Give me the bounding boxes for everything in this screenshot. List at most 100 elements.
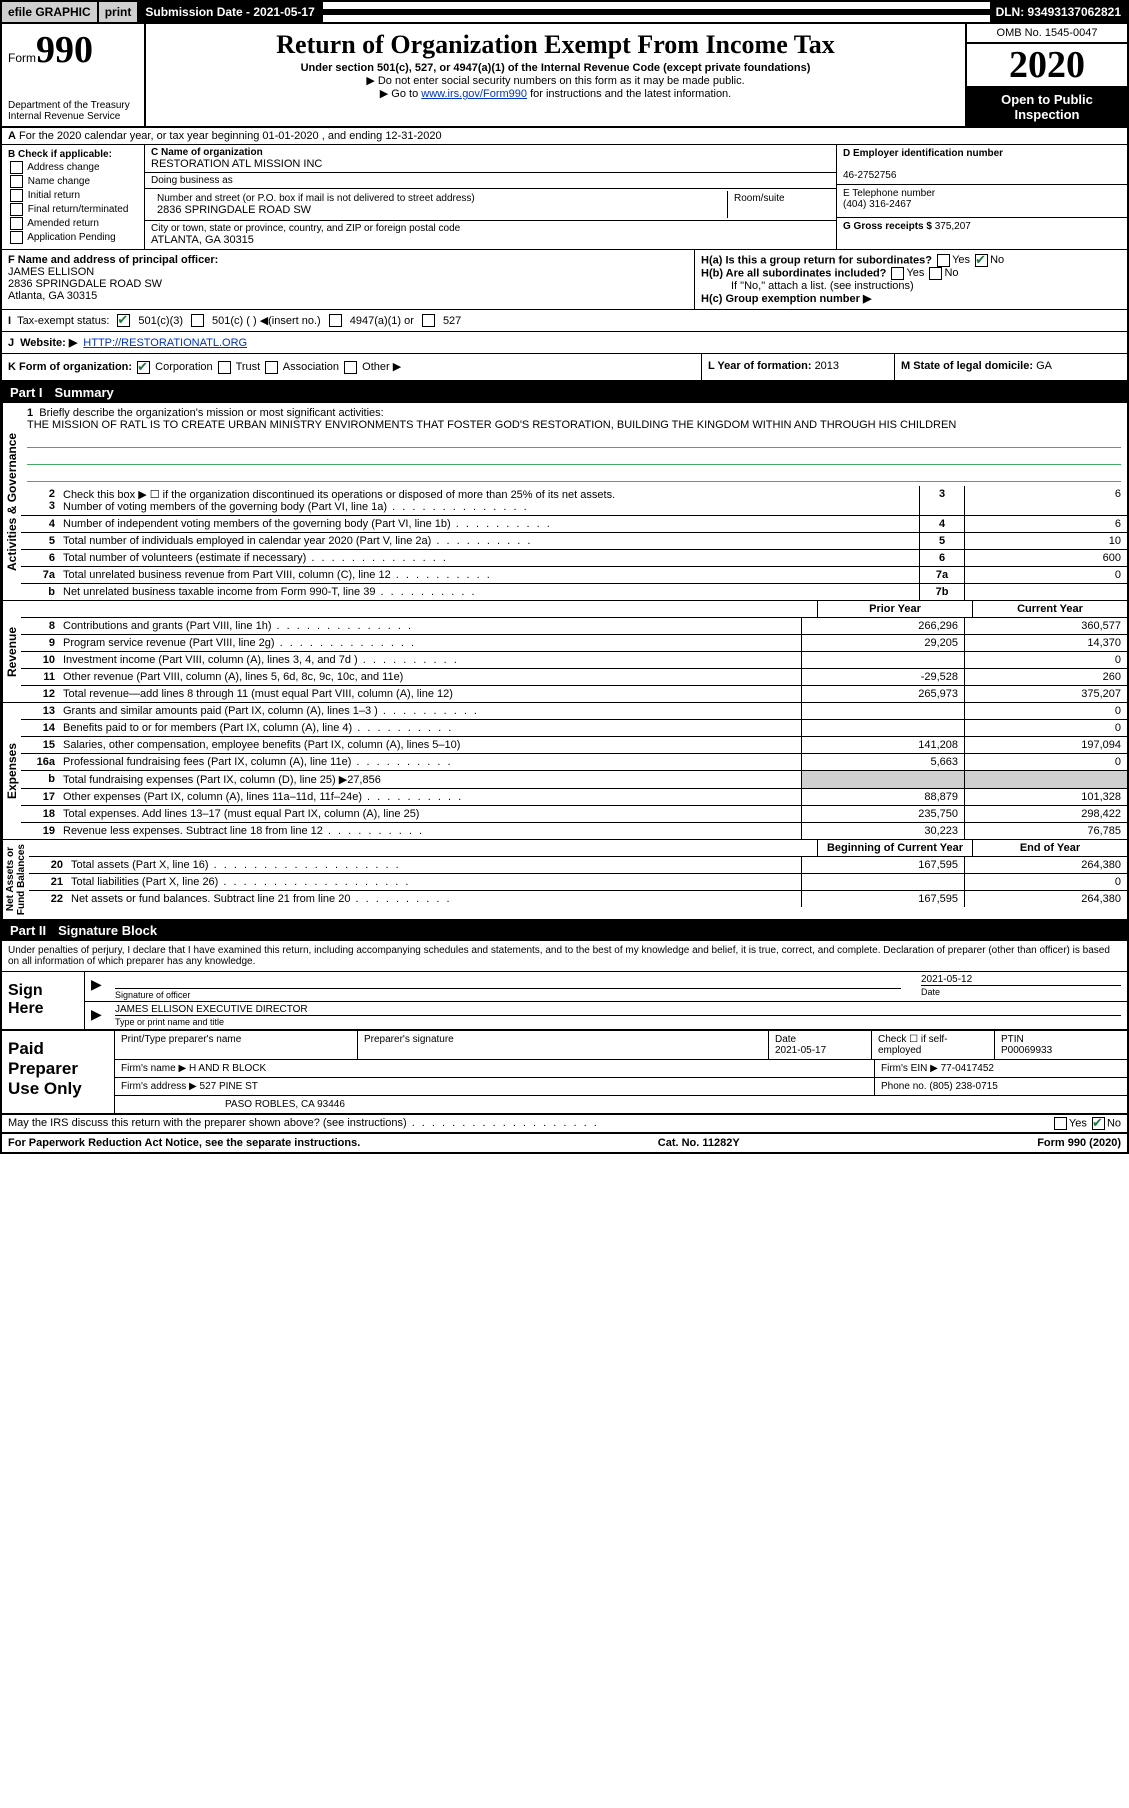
part1-title: Summary [55, 385, 114, 400]
form-number: Form990 [8, 28, 138, 72]
l13-cy: 0 [964, 703, 1127, 719]
gross-lbl: G Gross receipts $ [843, 221, 935, 232]
l20-eoy: 264,380 [964, 857, 1127, 873]
sig-declaration: Under penalties of perjury, I declare th… [2, 941, 1127, 971]
firm-addr1: 527 PINE ST [200, 1081, 258, 1092]
officer-cell: F Name and address of principal officer:… [2, 250, 694, 309]
line-21: 21Total liabilities (Part X, line 26)0 [29, 874, 1127, 891]
l3-desc: Number of voting members of the governin… [63, 501, 529, 513]
net-assets-section: Net Assets or Fund Balances Beginning of… [2, 840, 1127, 920]
part1-num: Part I [10, 385, 43, 400]
k-o4: Other ▶ [362, 361, 401, 373]
chk-527[interactable] [422, 314, 435, 327]
row-m: M State of legal domicile: GA [894, 354, 1127, 380]
hb-no[interactable]: No [944, 267, 958, 279]
discuss-yes-chk[interactable] [1054, 1117, 1067, 1130]
sig-name-line: ▶ JAMES ELLISON EXECUTIVE DIRECTORType o… [85, 1002, 1127, 1029]
header-right: OMB No. 1545-0047 2020 Open to Public In… [965, 24, 1127, 126]
activities-section: Activities & Governance 1 Briefly descri… [2, 403, 1127, 601]
blank-line [27, 450, 1121, 465]
chk-address-lbl: Address change [27, 162, 99, 173]
chk-4947[interactable] [329, 314, 342, 327]
tax-year: 2020 [967, 44, 1127, 88]
l-val: 2013 [815, 360, 839, 372]
col-deg: D Employer identification number 46-2752… [836, 145, 1127, 249]
ein-cell: D Employer identification number 46-2752… [837, 145, 1127, 185]
l16b-desc: Total fundraising expenses (Part IX, col… [59, 771, 801, 788]
gross-cell: G Gross receipts $ 375,207 [837, 218, 1127, 250]
open-public: Open to Public Inspection [967, 88, 1127, 126]
chk-address[interactable]: Address change [8, 161, 138, 174]
hb-yes[interactable]: Yes [906, 267, 924, 279]
l12-desc: Total revenue—add lines 8 through 11 (mu… [59, 686, 801, 702]
h-block: H(a) Is this a group return for subordin… [694, 250, 1127, 309]
chk-final-lbl: Final return/terminated [28, 204, 129, 215]
line-7b: bNet unrelated business taxable income f… [21, 584, 1127, 600]
line-22: 22Net assets or fund balances. Subtract … [29, 891, 1127, 907]
k-o3: Association [283, 361, 339, 373]
l17-py: 88,879 [801, 789, 964, 805]
prep-chk-lbl[interactable]: Check ☐ if self-employed [872, 1031, 995, 1059]
firm-addr-lbl: Firm's address ▶ [121, 1081, 200, 1092]
chk-corp[interactable] [137, 361, 150, 374]
chk-501c[interactable] [191, 314, 204, 327]
l22-boy: 167,595 [801, 891, 964, 907]
chk-final[interactable]: Final return/terminated [8, 203, 138, 216]
sig-date-val: 2021-05-12 [921, 974, 972, 985]
form-subtitle: Under section 501(c), 527, or 4947(a)(1)… [156, 62, 955, 74]
l21-eoy: 0 [964, 874, 1127, 890]
prep-row-4: PASO ROBLES, CA 93446 [115, 1096, 1127, 1113]
line-16a: 16aProfessional fundraising fees (Part I… [21, 754, 1127, 771]
chk-amended[interactable]: Amended return [8, 217, 138, 230]
l20-boy: 167,595 [801, 857, 964, 873]
l5-desc: Total number of individuals employed in … [59, 533, 919, 549]
l8-desc: Contributions and grants (Part VIII, lin… [59, 618, 801, 634]
part2-num: Part II [10, 923, 46, 938]
l11-py: -29,528 [801, 669, 964, 685]
row-l: L Year of formation: 2013 [701, 354, 894, 380]
line-4: 4Number of independent voting members of… [21, 516, 1127, 533]
l16b-cy [964, 771, 1127, 788]
chk-assoc[interactable] [265, 361, 278, 374]
l18-desc: Total expenses. Add lines 13–17 (must eq… [59, 806, 801, 822]
discuss-no-chk[interactable] [1092, 1117, 1105, 1130]
l11-desc: Other revenue (Part VIII, column (A), li… [59, 669, 801, 685]
chk-trust[interactable] [218, 361, 231, 374]
note2-pre: Go to [391, 88, 421, 100]
prep-name-lbl: Print/Type preparer's name [115, 1031, 358, 1059]
line-11: 11Other revenue (Part VIII, column (A), … [21, 669, 1127, 686]
website-link[interactable]: HTTP://RESTORATIONATL.ORG [83, 337, 247, 349]
city-val: ATLANTA, GA 30315 [151, 234, 254, 246]
irs-link[interactable]: www.irs.gov/Form990 [421, 88, 527, 100]
org-name-cell: C Name of organization RESTORATION ATL M… [145, 145, 836, 173]
officer-addr2: Atlanta, GA 30315 [8, 290, 97, 302]
sign-here-label: Sign Here [2, 972, 85, 1029]
chk-pending[interactable]: Application Pending [8, 231, 138, 244]
ha-no[interactable]: No [990, 254, 1004, 266]
chk-name[interactable]: Name change [8, 175, 138, 188]
header-mid: Return of Organization Exempt From Incom… [146, 24, 965, 126]
line-20: 20Total assets (Part X, line 16)167,5952… [29, 857, 1127, 874]
top-spacer [323, 9, 990, 15]
chk-501c3[interactable] [117, 314, 130, 327]
l15-desc: Salaries, other compensation, employee b… [59, 737, 801, 753]
form-num: 990 [36, 29, 93, 71]
print-button[interactable]: print [99, 2, 140, 22]
h-b: H(b) Are all subordinates included? Yes … [701, 267, 1121, 280]
prep-sig-lbl: Preparer's signature [358, 1031, 769, 1059]
i-lbl: Tax-exempt status: [17, 315, 109, 327]
sig-fields: ▶ Signature of officer 2021-05-12Date ▶ … [85, 972, 1127, 1029]
chk-initial[interactable]: Initial return [8, 189, 138, 202]
activities-body: 1 Briefly describe the organization's mi… [21, 403, 1127, 600]
entity-block: B Check if applicable: Address change Na… [2, 145, 1127, 250]
submission-date: Submission Date - 2021-05-17 [139, 2, 322, 22]
row-f-h: F Name and address of principal officer:… [2, 250, 1127, 310]
i-o1: 501(c)(3) [138, 315, 183, 327]
l10-cy: 0 [964, 652, 1127, 668]
chk-other[interactable] [344, 361, 357, 374]
footer-left: For Paperwork Reduction Act Notice, see … [8, 1137, 360, 1149]
ha-yes[interactable]: Yes [952, 254, 970, 266]
l8-py: 266,296 [801, 618, 964, 634]
prep-fields: Print/Type preparer's name Preparer's si… [114, 1031, 1127, 1113]
preparer-block: Paid Preparer Use Only Print/Type prepar… [2, 1031, 1127, 1115]
